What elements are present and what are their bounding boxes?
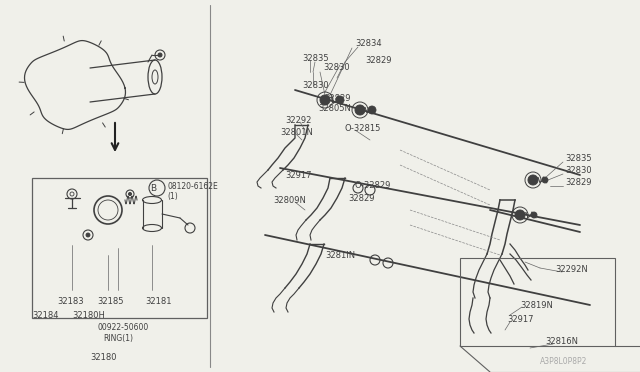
Text: 32917: 32917 <box>507 315 534 324</box>
Text: 32835: 32835 <box>565 154 591 163</box>
Text: 32292N: 32292N <box>555 266 588 275</box>
Text: 32181: 32181 <box>145 298 172 307</box>
Text: 32835: 32835 <box>302 54 328 62</box>
Text: 32829: 32829 <box>565 177 591 186</box>
Circle shape <box>355 105 365 115</box>
Circle shape <box>542 177 548 183</box>
Circle shape <box>320 95 330 105</box>
Text: 32816N: 32816N <box>545 337 578 346</box>
Text: O-32815: O-32815 <box>345 124 381 132</box>
Text: A3P8L0P8P2: A3P8L0P8P2 <box>540 357 588 366</box>
Circle shape <box>528 175 538 185</box>
Text: 32830: 32830 <box>565 166 591 174</box>
Circle shape <box>86 233 90 237</box>
Text: 32185: 32185 <box>97 298 124 307</box>
Circle shape <box>336 96 344 104</box>
Bar <box>32 178 207 318</box>
Text: 32834: 32834 <box>355 38 381 48</box>
Text: 32829: 32829 <box>348 193 374 202</box>
Text: 32829: 32829 <box>324 93 351 103</box>
Text: 3281IN: 3281IN <box>325 250 355 260</box>
Text: 32809N: 32809N <box>273 196 306 205</box>
Text: 00922-50600: 00922-50600 <box>97 323 148 331</box>
Circle shape <box>129 192 131 196</box>
Text: 08120-6162E: 08120-6162E <box>167 182 218 190</box>
Text: 32819N: 32819N <box>520 301 553 310</box>
Text: 32830: 32830 <box>323 62 349 71</box>
Text: 32805N: 32805N <box>318 103 351 112</box>
Text: 32829: 32829 <box>365 55 392 64</box>
Text: 32830: 32830 <box>302 80 328 90</box>
Text: (1): (1) <box>167 192 178 201</box>
Text: 32180: 32180 <box>90 353 116 362</box>
Circle shape <box>531 212 537 218</box>
Text: RING(1): RING(1) <box>103 334 133 343</box>
Text: 32183: 32183 <box>57 298 84 307</box>
Circle shape <box>515 210 525 220</box>
Text: 32180H: 32180H <box>72 311 105 320</box>
Text: 32184: 32184 <box>32 311 58 320</box>
Text: 32292: 32292 <box>285 115 312 125</box>
Text: 32917: 32917 <box>285 170 312 180</box>
Bar <box>460 258 615 346</box>
Text: O-32829: O-32829 <box>355 180 392 189</box>
Circle shape <box>158 53 162 57</box>
Text: B: B <box>150 183 156 192</box>
Text: 32801N: 32801N <box>280 128 313 137</box>
Circle shape <box>368 106 376 114</box>
